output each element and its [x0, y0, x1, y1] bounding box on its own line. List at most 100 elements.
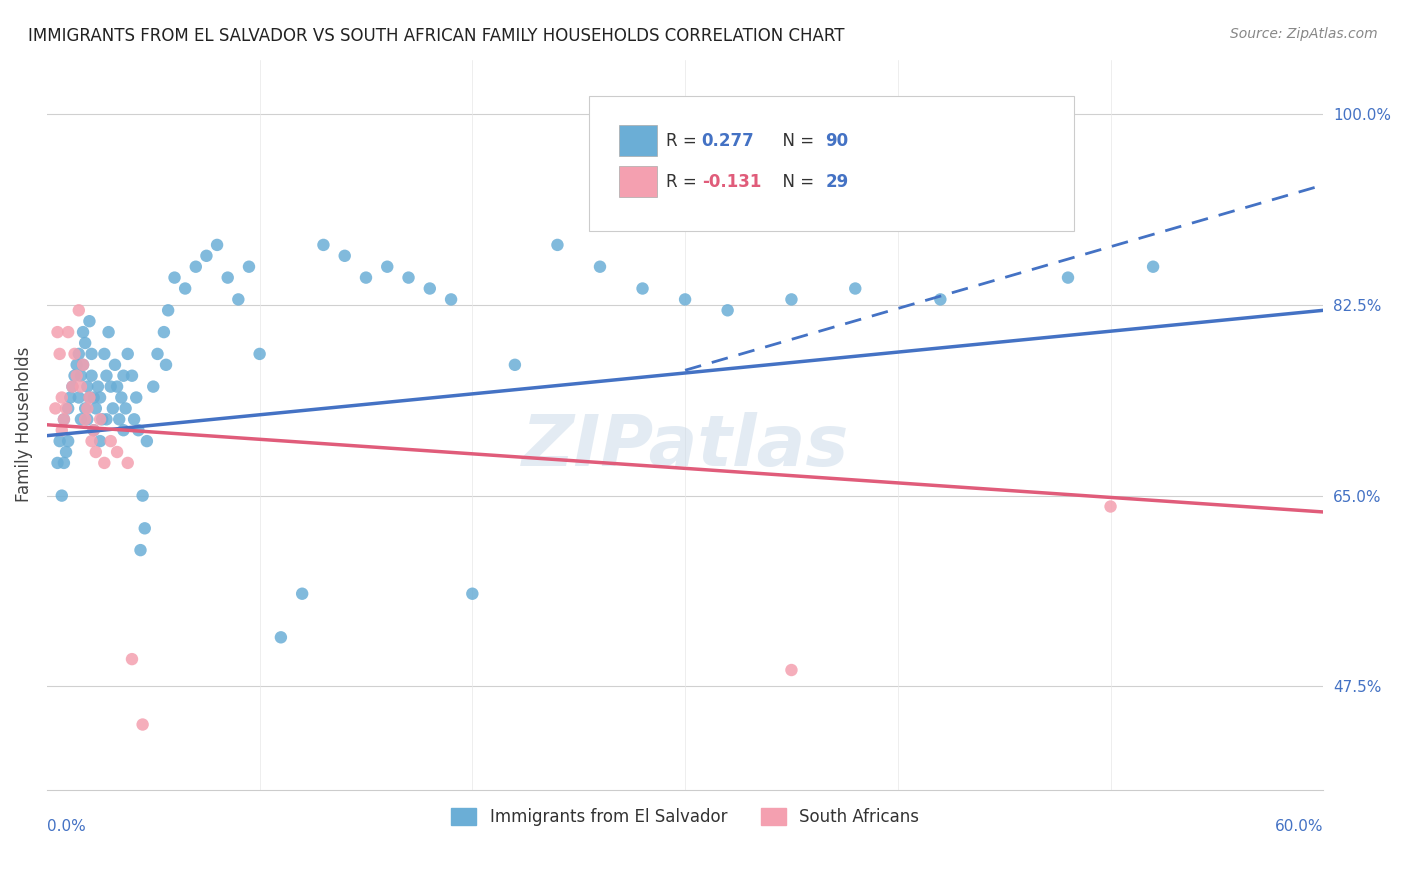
- Point: [112, 368, 135, 383]
- Point: [105, 445, 128, 459]
- Point: [217, 270, 239, 285]
- Point: [125, 391, 148, 405]
- Point: [589, 260, 612, 274]
- Point: [129, 543, 152, 558]
- Point: [62, 379, 84, 393]
- Point: [312, 238, 335, 252]
- Text: R =: R =: [666, 172, 702, 191]
- Point: [52, 412, 75, 426]
- Point: [46, 456, 69, 470]
- Point: [270, 630, 292, 644]
- Point: [62, 379, 84, 393]
- Point: [108, 412, 131, 426]
- Point: [70, 412, 93, 426]
- Point: [70, 368, 93, 383]
- Point: [56, 325, 79, 339]
- Point: [503, 358, 526, 372]
- Point: [1057, 270, 1080, 285]
- Point: [104, 358, 127, 372]
- Point: [333, 249, 356, 263]
- Point: [76, 412, 98, 426]
- Point: [153, 325, 176, 339]
- Text: 29: 29: [825, 172, 849, 191]
- Point: [87, 379, 110, 393]
- Point: [56, 434, 79, 449]
- Point: [228, 293, 250, 307]
- Point: [51, 489, 73, 503]
- Text: IMMIGRANTS FROM EL SALVADOR VS SOUTH AFRICAN FAMILY HOUSEHOLDS CORRELATION CHART: IMMIGRANTS FROM EL SALVADOR VS SOUTH AFR…: [28, 27, 845, 45]
- Point: [80, 368, 103, 383]
- Point: [51, 391, 73, 405]
- Text: 60.0%: 60.0%: [1275, 819, 1323, 834]
- Point: [238, 260, 260, 274]
- Point: [63, 368, 86, 383]
- Point: [79, 391, 101, 405]
- Point: [93, 456, 115, 470]
- Point: [163, 270, 186, 285]
- Point: [91, 412, 114, 426]
- Point: [780, 663, 803, 677]
- Text: N =: N =: [772, 132, 820, 150]
- Point: [48, 347, 70, 361]
- Legend: Immigrants from El Salvador, South Africans: Immigrants from El Salvador, South Afric…: [444, 801, 925, 833]
- Point: [780, 293, 803, 307]
- Text: ZIPatlas: ZIPatlas: [522, 412, 849, 481]
- Point: [112, 423, 135, 437]
- Point: [105, 379, 128, 393]
- Point: [110, 391, 132, 405]
- Point: [52, 412, 75, 426]
- Point: [80, 347, 103, 361]
- Point: [55, 445, 77, 459]
- Point: [249, 347, 271, 361]
- Point: [72, 358, 94, 372]
- Point: [1142, 260, 1164, 274]
- Point: [83, 423, 105, 437]
- Point: [121, 368, 143, 383]
- Point: [76, 379, 98, 393]
- Point: [83, 423, 105, 437]
- Point: [79, 391, 101, 405]
- Point: [291, 587, 314, 601]
- FancyBboxPatch shape: [619, 166, 657, 197]
- Point: [72, 325, 94, 339]
- Point: [80, 434, 103, 449]
- Point: [155, 358, 177, 372]
- Point: [146, 347, 169, 361]
- Point: [96, 368, 118, 383]
- Text: 0.0%: 0.0%: [46, 819, 86, 834]
- Point: [929, 293, 952, 307]
- Point: [66, 368, 89, 383]
- Point: [75, 336, 97, 351]
- Point: [67, 347, 90, 361]
- Point: [134, 521, 156, 535]
- Point: [546, 238, 568, 252]
- Point: [44, 401, 66, 416]
- Point: [70, 379, 93, 393]
- Point: [55, 401, 77, 416]
- Point: [48, 434, 70, 449]
- Text: N =: N =: [772, 172, 820, 191]
- Point: [100, 434, 122, 449]
- Point: [114, 401, 136, 416]
- Point: [75, 401, 97, 416]
- Text: -0.131: -0.131: [702, 172, 761, 191]
- Point: [76, 401, 98, 416]
- Point: [354, 270, 377, 285]
- FancyBboxPatch shape: [589, 96, 1074, 231]
- Point: [117, 347, 139, 361]
- Text: 90: 90: [825, 132, 849, 150]
- Point: [117, 456, 139, 470]
- Point: [127, 423, 149, 437]
- Point: [461, 587, 484, 601]
- Text: 0.277: 0.277: [702, 132, 755, 150]
- Point: [1099, 500, 1122, 514]
- Point: [83, 391, 105, 405]
- Point: [66, 358, 89, 372]
- Point: [631, 281, 654, 295]
- Point: [46, 325, 69, 339]
- Point: [157, 303, 180, 318]
- Point: [184, 260, 207, 274]
- Point: [89, 391, 111, 405]
- Point: [79, 314, 101, 328]
- Point: [56, 401, 79, 416]
